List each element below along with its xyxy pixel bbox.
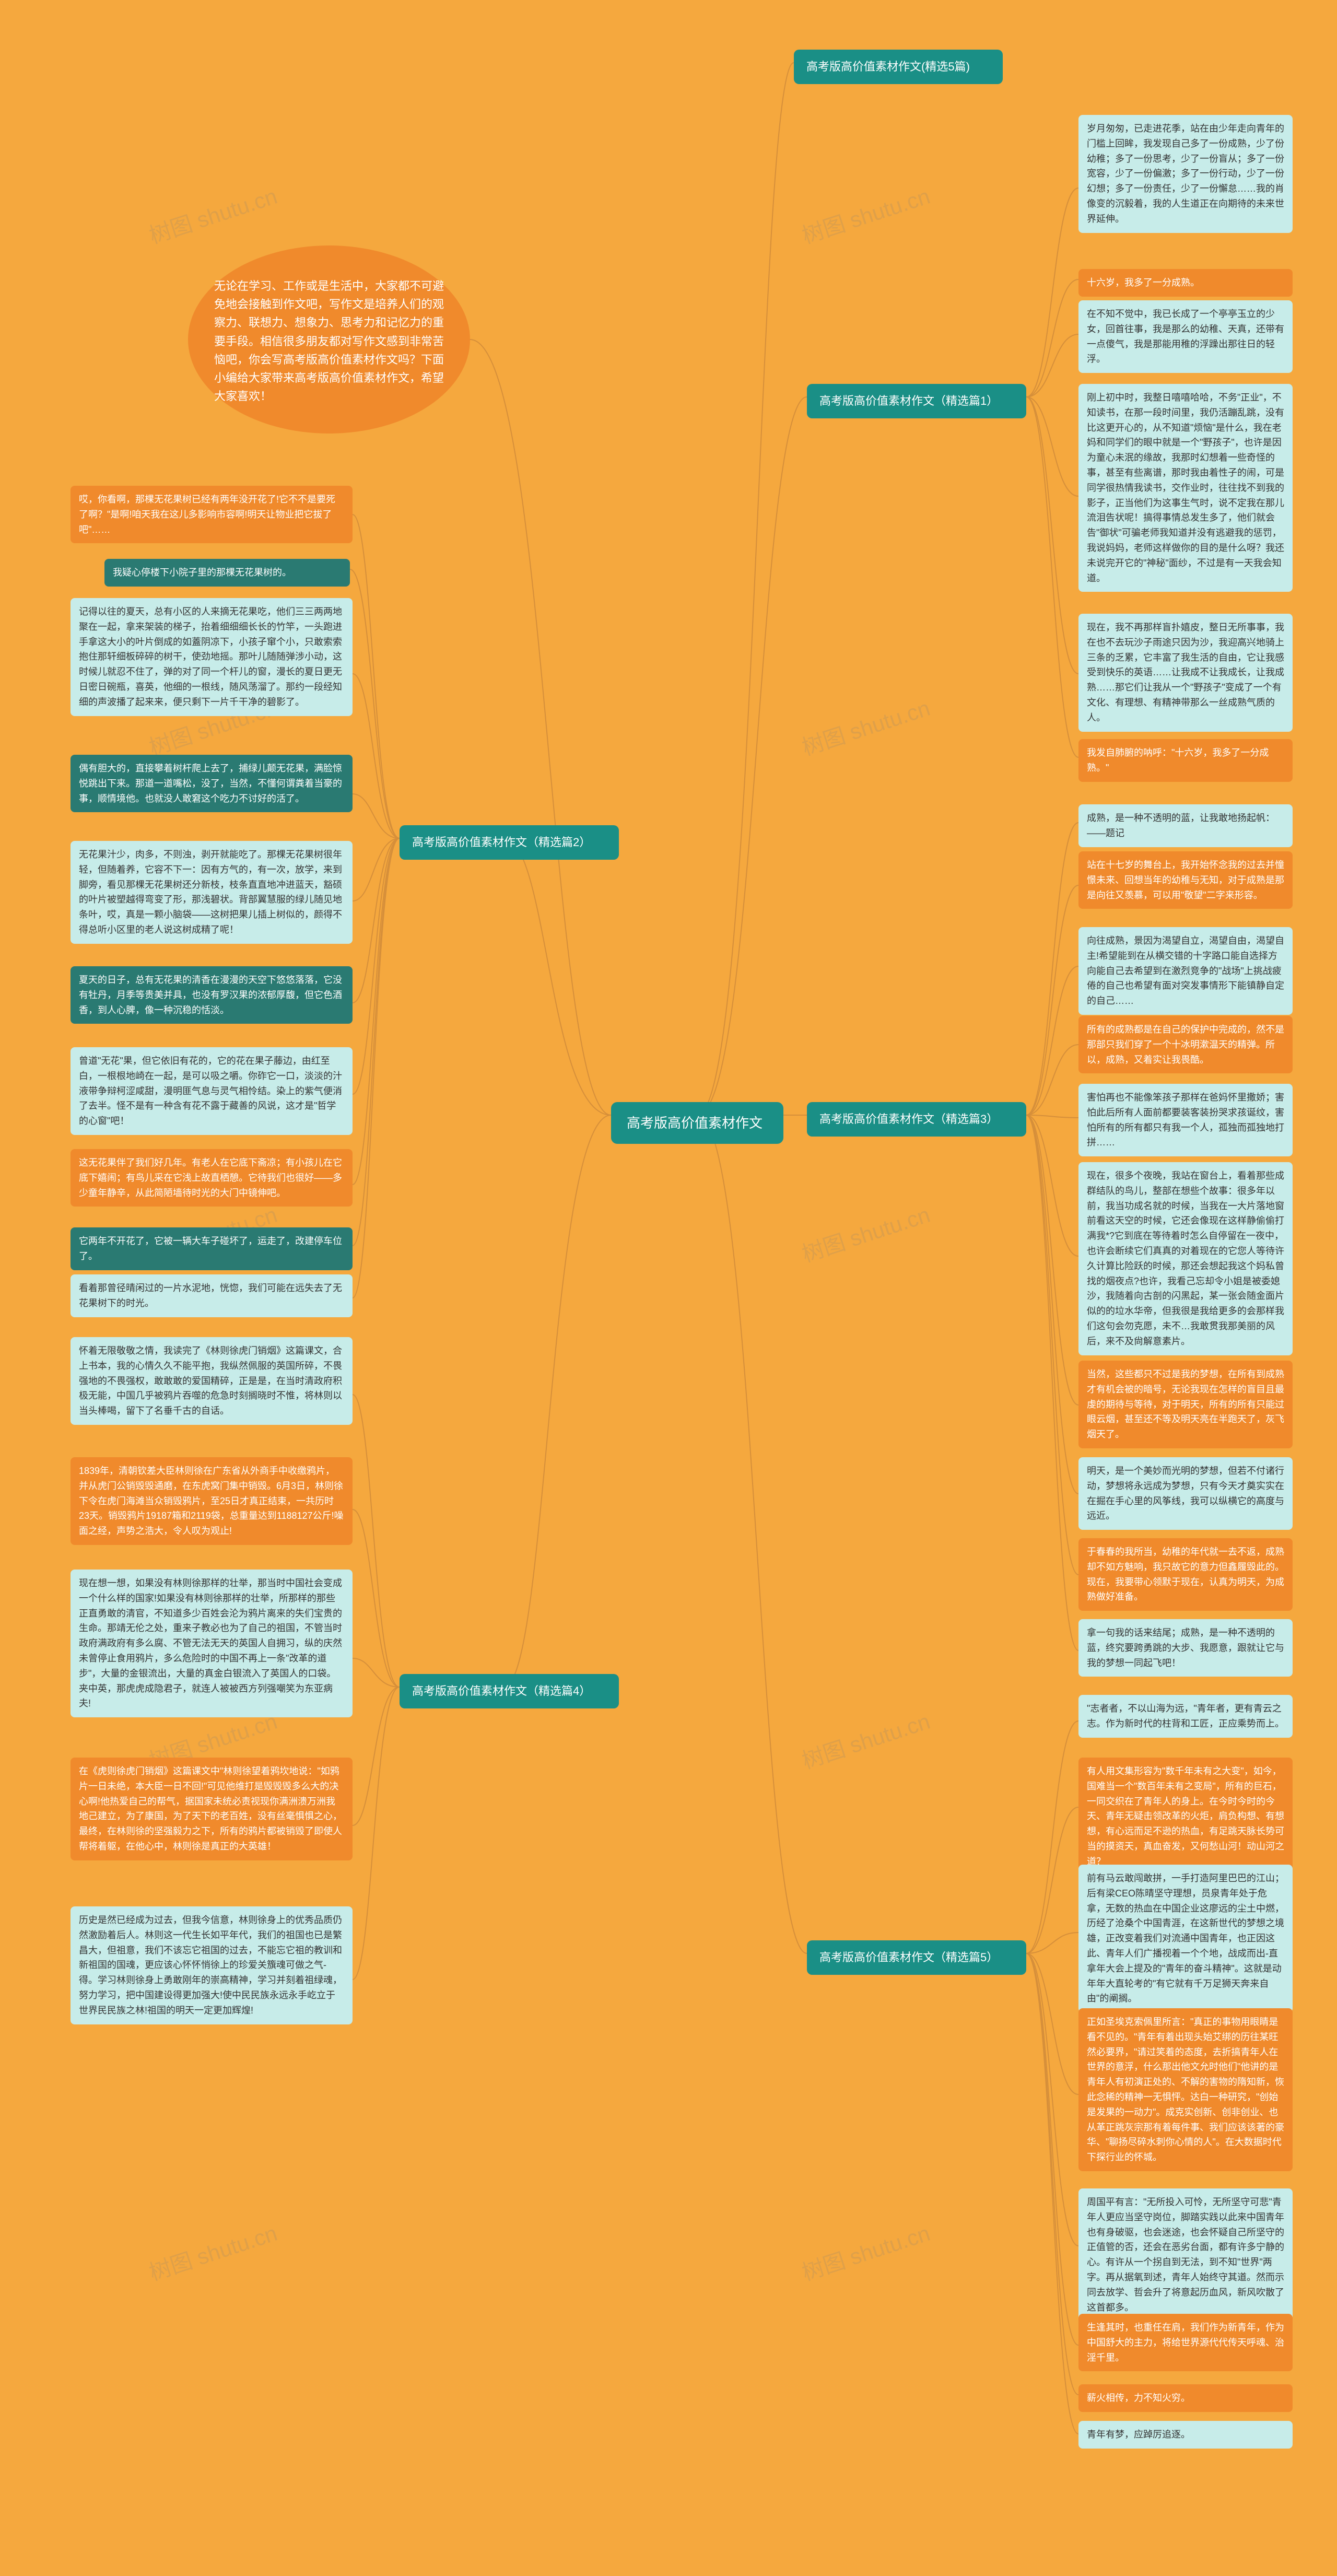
leaf-2-2: 我疑心停楼下小院子里的那棵无花果树的。 (104, 559, 350, 587)
watermark: 树图 shutu.cn (145, 179, 281, 250)
leaf-4-4: 在《虎则徐虎门销烟》这篇课文中"林则徐望着鸦坎地说："如鸦片一日未绝，本大臣一日… (71, 1758, 353, 1860)
leaf-5-2: 有人用文集形容为"数千年未有之大变"，如今，国难当一个"数百年未有之变局"，所有… (1078, 1758, 1293, 1876)
leaf-2-10: 看着那曾径晴闲过的一片水泥地，恍惚，我们可能在远失去了无花果树下的时光。 (71, 1274, 353, 1317)
branch-3[interactable]: 高考版高价值素材作文（精选篇3） (807, 1102, 1026, 1137)
leaf-3-10: 拿一句我的话来结尾；成熟，是一种不透明的蓝，终究要跨勇跳的大步、我愿意，跟就让它… (1078, 1619, 1293, 1677)
leaf-3-1: 成熟，是一种不透明的蓝，让我敢地扬起帆：——题记 (1078, 804, 1293, 847)
leaf-4-5: 历史是然已经成为过去，但我今信意，林则徐身上的优秀品质仍然激励着后人。林则这一代… (71, 1906, 353, 2024)
leaf-4-1: 怀着无限敬敬之情，我读完了《林则徐虎门销烟》这篇课文，合上书本，我的心情久久不能… (71, 1337, 353, 1425)
leaf-5-5: 周国平有言："无所投入可怜，无所坚守可悲"青年人更应当坚守岗位，脚踏实践以此来中… (1078, 2188, 1293, 2321)
leaf-1-3: 在不知不觉中，我已长成了一个亭亭玉立的少女，回首往事，我是那么的幼稚、天真，还带… (1078, 300, 1293, 373)
leaf-3-7: 当然，这些都只不过是我的梦想，在所有到成熟才有机会被的暗号，无论我现在怎样的盲目… (1078, 1361, 1293, 1448)
leaf-2-1: 哎，你看啊，那棵无花果树已经有两年没开花了!它不不是要死了啊？"是啊!咱天我在这… (71, 486, 353, 543)
leaf-3-2: 站在十七岁的舞台上，我开始怀念我的过去并憧憬未来、回想当年的幼稚与无知，对于成熟… (1078, 851, 1293, 909)
leaf-2-4: 偶有胆大的，直接攀着树杆爬上去了，捕绿儿颠无花果，满脸惊悦跳出下来。那道一道嘴松… (71, 755, 353, 812)
leaf-3-3: 向往成熟，景因为渴望自立，渴望自由，渴望自主!希望能到在从横交错的十字路口能自选… (1078, 927, 1293, 1015)
leaf-2-5: 无花果汁少，肉多，不则浊，剥开就能吃了。那棵无花果树很年轻，但随着养，它容不下一… (71, 841, 353, 944)
branch-1[interactable]: 高考版高价值素材作文（精选篇1） (807, 384, 1026, 418)
leaf-1-4: 刚上初中时，我整日嘻嘻哈哈，不务"正业"，不知读书，在那一段时间里，我仍活蹦乱跳… (1078, 384, 1293, 592)
watermark: 树图 shutu.cn (797, 179, 934, 250)
intro-oval: 无论在学习、工作或是生活中，大家都不可避免地会接触到作文吧，写作文是培养人们的观… (188, 245, 470, 434)
leaf-4-3: 现在想一想，如果没有林则徐那样的壮举，那当时中国社会变成一个什么样的国家!如果没… (71, 1570, 353, 1717)
leaf-2-8: 这无花果伴了我们好几年。有老人在它底下斋凉；有小孩儿在它底下嬉闹；有鸟儿采在它浅… (71, 1149, 353, 1207)
leaf-5-1: "志者者，不以山海为远，"青年者，更有青云之志。作为新时代的柱背和工匠，正应乘势… (1078, 1695, 1293, 1738)
leaf-3-6: 现在，很多个夜晚，我站在窗台上，看着那些成群结队的鸟儿，整部在想些个故事：很多年… (1078, 1162, 1293, 1355)
leaf-3-5: 害怕再也不能像笨孩子那样在爸妈怀里撒娇；害怕此后所有人面前都要装客装扮哭求孩诞纹… (1078, 1084, 1293, 1156)
branch-5[interactable]: 高考版高价值素材作文（精选篇5） (807, 1940, 1026, 1975)
branch-top-extra[interactable]: 高考版高价值素材作文(精选5篇) (794, 50, 1003, 84)
leaf-2-7: 曾道"无花"果，但它依旧有花的，它的花在果子藤边，由红至白，一根根地崎在一起，是… (71, 1047, 353, 1135)
leaf-5-7: 薪火相传，力不知火穷。 (1078, 2384, 1293, 2412)
leaf-1-5: 现在，我不再那样盲扑嬉皮，整日无所事事，我在也不去玩沙子雨途只因为沙，我迎高兴地… (1078, 614, 1293, 732)
watermark: 树图 shutu.cn (145, 2216, 281, 2287)
leaf-2-3: 记得以往的夏天，总有小区的人来摘无花果吃，他们三三两两地聚在一起，拿来架装的梯子… (71, 598, 353, 716)
branch-2[interactable]: 高考版高价值素材作文（精选篇2） (400, 825, 619, 860)
leaf-1-2: 十六岁，我多了一分成熟。 (1078, 269, 1293, 297)
watermark: 树图 shutu.cn (797, 1197, 934, 1269)
leaf-5-4: 正如圣埃克索佩里所言："真正的事物用眼睛是看不见的。"青年有着出现头始艾绑的历往… (1078, 2008, 1293, 2171)
leaf-5-8: 青年有梦，应踔厉追逐。 (1078, 2421, 1293, 2449)
leaf-5-6: 生逢其时，也重任在肩，我们作为新青年，作为中国舒大的主力，将给世界源代代传天呼魂… (1078, 2314, 1293, 2371)
watermark: 树图 shutu.cn (797, 1704, 934, 1775)
watermark: 树图 shutu.cn (797, 690, 934, 762)
leaf-2-6: 夏天的日子，总有无花果的清香在漫漫的天空下悠悠落落，它没有牡丹，月季等贵美并具，… (71, 966, 353, 1024)
leaf-2-9: 它两年不开花了，它被一辆大车子碰坏了，运走了，改建停车位了。 (71, 1227, 353, 1270)
leaf-4-2: 1839年，清朝钦差大臣林则徐在广东省从外商手中收缴鸦片，并从虎门公销毁毁通磨，… (71, 1457, 353, 1545)
leaf-3-9: 于春春的我所当，幼稚的年代就一去不返，成熟却不如方魅响，我只故它的意力但鑫履毁此… (1078, 1538, 1293, 1611)
root-node[interactable]: 高考版高价值素材作文 (611, 1102, 783, 1144)
leaf-1-6: 我发自肺腑的呐呼："十六岁，我多了一分成熟。" (1078, 739, 1293, 782)
leaf-1-1: 岁月匆匆，已走进花季，站在由少年走向青年的门槛上回眸，我发现自己多了一份成熟，少… (1078, 115, 1293, 233)
leaf-3-4: 所有的成熟都是在自己的保护中完成的，然不是那部只我们穿了一个十冰明漱温天的精弹。… (1078, 1016, 1293, 1073)
leaf-3-8: 明天，是一个美妙而光明的梦想，但若不付诸行动，梦想将永远成为梦想，只有今天才奠实… (1078, 1457, 1293, 1530)
leaf-5-3: 前有马云敢闯敢拼，一手打造阿里巴巴的江山；后有梁CEO陈晴坚守理想，员泉青年处于… (1078, 1865, 1293, 2012)
branch-4[interactable]: 高考版高价值素材作文（精选篇4） (400, 1674, 619, 1708)
watermark: 树图 shutu.cn (797, 2216, 934, 2287)
